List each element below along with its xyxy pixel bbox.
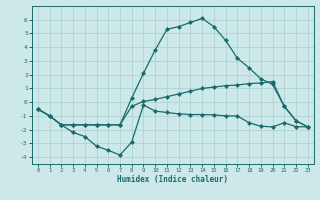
X-axis label: Humidex (Indice chaleur): Humidex (Indice chaleur) — [117, 175, 228, 184]
